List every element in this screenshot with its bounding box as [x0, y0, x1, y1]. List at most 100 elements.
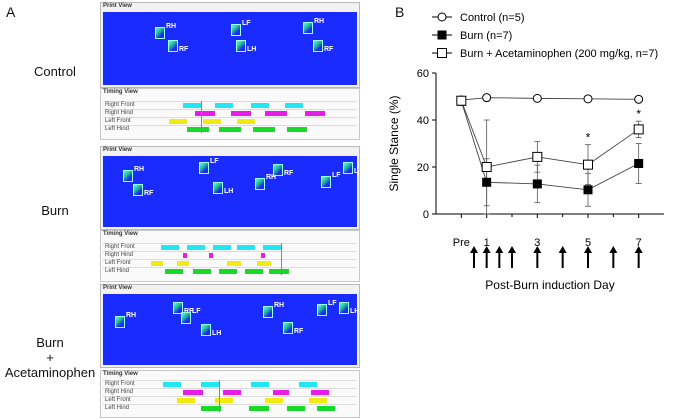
- dose-arrow-head: [533, 246, 542, 253]
- stance-segment: [305, 111, 325, 116]
- data-point-series-3: [532, 151, 543, 162]
- paw-print-label: LH: [350, 308, 357, 315]
- paw-print: [155, 27, 165, 39]
- paw-print: [231, 24, 241, 36]
- stance-segment: [265, 111, 287, 116]
- timing-view-panel: Timing View Right Front Right Hind Left Fro…: [100, 370, 360, 418]
- print-view-panel: Print ViewRHRFLFLHRHRFLFLHRHRF: [100, 146, 360, 230]
- legend-label: Burn (n=7): [460, 30, 512, 42]
- paw-print-label: LH: [247, 46, 257, 53]
- timing-view-title: Timing View: [103, 371, 138, 377]
- group-label-line-2: +: [46, 350, 54, 365]
- stance-segment: [177, 261, 189, 266]
- timing-row: Left Front: [103, 396, 357, 404]
- timing-row: Right Front: [103, 243, 357, 251]
- stance-segment: [163, 382, 181, 387]
- dose-arrow-head: [558, 246, 567, 253]
- paw-print: [181, 312, 191, 324]
- x-tick-label: 1: [484, 237, 490, 249]
- timing-row: Left Hind: [103, 404, 357, 412]
- print-view-panel: Print ViewRHRFLFLHRHRFLFLHRH: [100, 2, 360, 88]
- stance-segment: [193, 269, 211, 274]
- y-tick-label: 20: [417, 162, 429, 174]
- x-tick-label: Pre: [453, 237, 470, 249]
- paw-print: [255, 178, 265, 190]
- timing-view-panel: Timing View Right Front Right Hind Left Fro…: [100, 88, 360, 140]
- stance-segment: [245, 269, 263, 274]
- paw-print-label: RH: [166, 23, 177, 30]
- paw-print-label: RF: [184, 308, 193, 315]
- stance-segment: [151, 261, 163, 266]
- x-axis-title: Post-Burn induction Day: [485, 278, 614, 292]
- stance-segment: [261, 253, 265, 258]
- stance-segment: [285, 103, 303, 108]
- stance-segment: [257, 261, 271, 266]
- data-point-series-1: [482, 93, 492, 103]
- paw-print: [213, 182, 223, 194]
- timing-row: Right Hind: [103, 109, 357, 117]
- x-tick-label: 3: [534, 237, 540, 249]
- print-view-panel: Print ViewRHRFLFLHRHRFLFLHRHRF: [100, 284, 360, 368]
- paw-print-label: LH: [212, 330, 222, 337]
- timing-cursor: [219, 380, 220, 412]
- stance-segment: [201, 382, 219, 387]
- legend-label: Control (n=5): [460, 12, 525, 24]
- paw-print-label: RF: [284, 170, 294, 177]
- paw-print: [173, 302, 183, 314]
- timing-row: Right Hind: [103, 251, 357, 259]
- legend-marker: [437, 30, 447, 40]
- stance-segment: [219, 269, 237, 274]
- timing-row-label: Left Hind: [105, 126, 130, 132]
- timing-row: Left Hind: [103, 267, 357, 275]
- group-label-burn: Burn: [41, 203, 69, 218]
- stance-segment: [309, 398, 327, 403]
- paw-print-label: RF: [294, 328, 304, 335]
- paw-print: [273, 164, 283, 176]
- paw-print-label: RF: [179, 46, 189, 53]
- paw-print-label: LH: [354, 168, 357, 175]
- stance-segment: [253, 127, 275, 132]
- data-point-series-3: [481, 162, 492, 172]
- stance-segment: [187, 245, 205, 250]
- paw-print: [168, 40, 178, 52]
- timing-row: Left Front: [103, 117, 357, 125]
- timing-cursor: [281, 243, 282, 275]
- paw-print-canvas: RHRFLFLHRHRFLFLHRH: [103, 12, 357, 85]
- timing-row-label: Right Front: [105, 381, 135, 387]
- stance-segment: [317, 406, 335, 411]
- timing-row: Left Front: [103, 259, 357, 267]
- legend-label: Burn + Acetaminophen (200 mg/kg, n=7): [460, 48, 658, 60]
- stance-segment: [299, 382, 317, 387]
- print-view-title: Print View: [103, 285, 132, 291]
- timing-row-label: Left Front: [105, 260, 131, 266]
- paw-print: [201, 324, 211, 336]
- y-tick-label: 40: [417, 115, 429, 127]
- data-point-series-1: [634, 94, 644, 104]
- group-label-line-3: Acetaminophen: [4, 365, 96, 380]
- series-line-3: [460, 100, 639, 168]
- data-point-series-2: [583, 185, 593, 195]
- dose-arrow-head: [584, 246, 592, 253]
- data-point-series-2: [532, 179, 542, 189]
- stance-segment: [203, 119, 221, 124]
- x-tick-label: 5: [585, 237, 591, 249]
- timing-row: Left Hind: [103, 125, 357, 133]
- paw-print: [123, 170, 133, 182]
- stance-segment: [273, 390, 289, 395]
- paw-print: [303, 22, 313, 34]
- stance-segment: [311, 390, 329, 395]
- paw-print-label: LF: [328, 300, 337, 307]
- timing-row: Right Front: [103, 380, 357, 388]
- y-axis-label: Single Stance (%): [387, 95, 401, 191]
- stance-segment: [231, 111, 251, 116]
- stance-segment: [177, 398, 195, 403]
- stance-segment: [183, 103, 201, 108]
- paw-print-label: LF: [242, 20, 251, 27]
- stance-segment: [251, 382, 269, 387]
- timing-row-label: Right Front: [105, 102, 135, 108]
- stance-segment: [201, 406, 221, 411]
- stance-segment: [183, 253, 187, 258]
- stance-segment: [287, 127, 307, 132]
- paw-print-canvas: RHRFLFLHRHRFLFLHRHRF: [103, 294, 357, 365]
- y-tick-label: 60: [417, 68, 429, 80]
